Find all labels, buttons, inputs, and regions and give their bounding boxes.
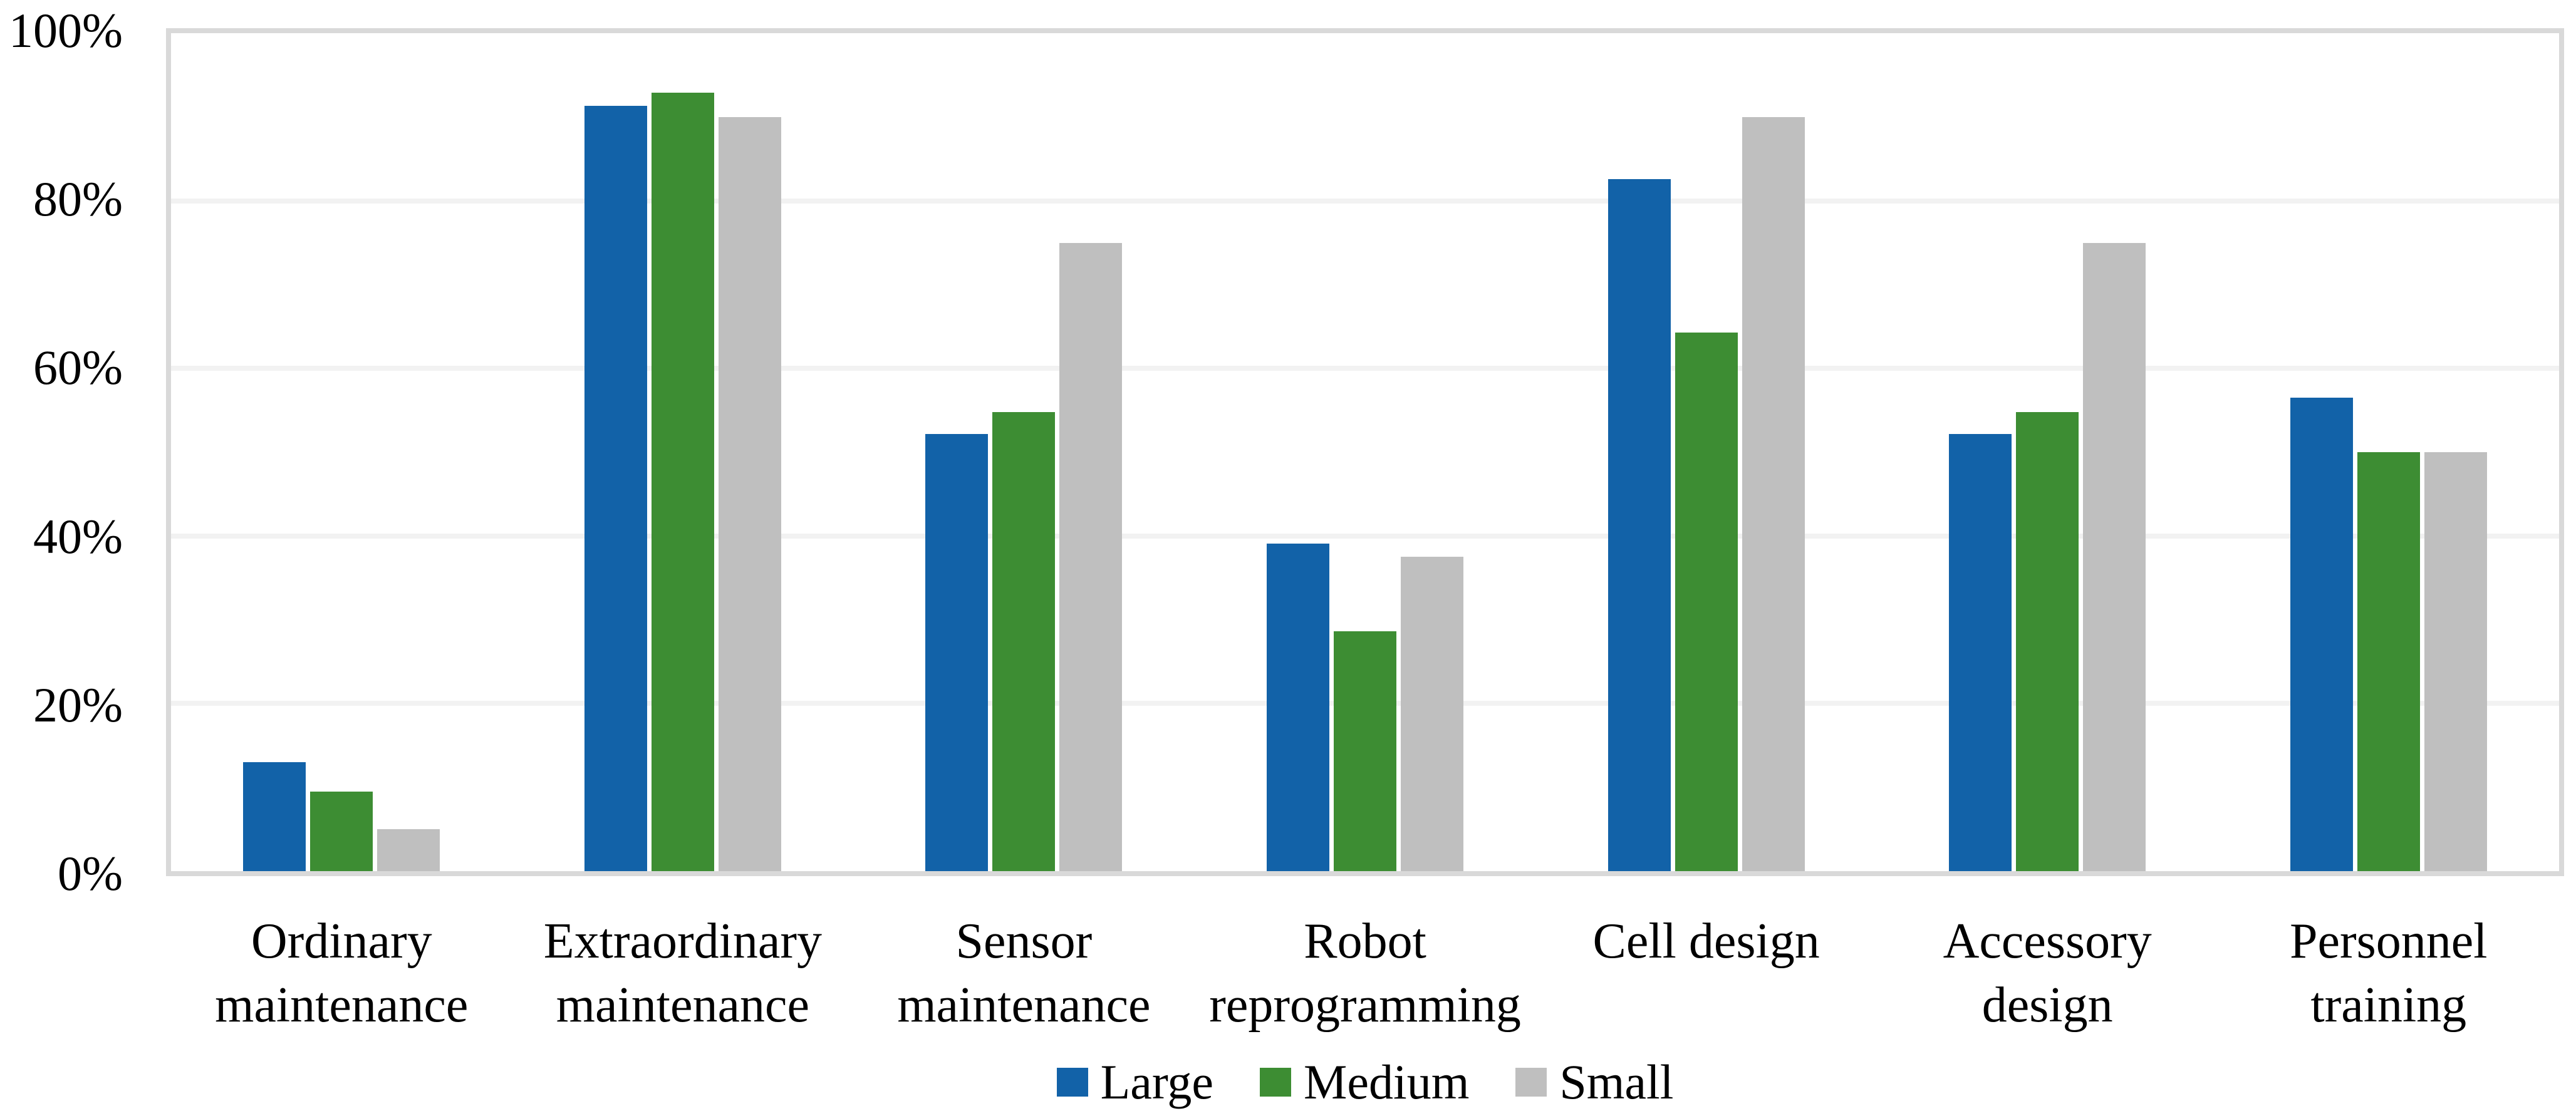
x-axis-category-label: Accessory design	[1943, 914, 2152, 1033]
y-axis-tick-label: 20%	[33, 677, 123, 732]
bar-groups	[171, 33, 2559, 871]
legend-swatch-medium	[1260, 1068, 1292, 1097]
bar-medium-0	[310, 791, 373, 871]
bar-small-1	[718, 116, 781, 871]
bar-medium-3	[1334, 631, 1397, 871]
bar-large-2	[925, 433, 989, 871]
category-group-0	[171, 33, 512, 871]
legend-item-large: Large	[1056, 1055, 1214, 1109]
legend-label: Large	[1100, 1055, 1214, 1109]
bar-medium-4	[1675, 332, 1738, 871]
legend-item-medium: Medium	[1260, 1058, 1469, 1107]
x-axis-category-label: Cell design	[1592, 914, 1820, 969]
bar-small-5	[2083, 242, 2146, 871]
bar-medium-6	[2357, 452, 2420, 871]
y-axis-tick-label: 100%	[9, 3, 123, 58]
y-axis-tick-label: 40%	[33, 509, 123, 564]
bar-large-1	[584, 106, 647, 871]
legend-item-small: Small	[1515, 1058, 1673, 1107]
legend-label: Small	[1559, 1055, 1674, 1109]
bar-small-6	[2424, 452, 2487, 871]
bar-small-0	[377, 829, 440, 871]
bar-large-6	[2290, 398, 2353, 871]
legend: Large Medium Small	[166, 1057, 2564, 1107]
legend-swatch-small	[1515, 1068, 1547, 1097]
bar-small-4	[1742, 116, 1805, 871]
bar-medium-5	[2016, 411, 2079, 871]
x-axis-category-label: Ordinary maintenance	[215, 914, 469, 1033]
category-group-6	[2218, 33, 2559, 871]
legend-label: Medium	[1304, 1055, 1470, 1109]
bar-small-3	[1401, 557, 1464, 871]
bar-small-2	[1059, 242, 1123, 871]
x-axis-category-label: Extraordinary maintenance	[543, 914, 822, 1033]
gridline	[171, 533, 2559, 539]
category-group-5	[1877, 33, 2218, 871]
gridline	[171, 198, 2559, 204]
gridline	[171, 366, 2559, 371]
x-axis-category-label: Sensor maintenance	[897, 914, 1151, 1033]
bar-medium-2	[992, 411, 1056, 871]
category-group-3	[1195, 33, 1536, 871]
bar-medium-1	[651, 93, 714, 871]
bar-large-3	[1267, 543, 1330, 871]
y-axis-tick-label: 60%	[33, 340, 123, 395]
category-group-4	[1535, 33, 1877, 871]
x-axis: Ordinary maintenance Extraordinary mainte…	[171, 909, 2559, 1037]
bar-large-4	[1607, 178, 1671, 871]
bar-large-0	[243, 762, 306, 871]
plot-area	[166, 28, 2564, 876]
x-axis-category-label: Personnel training	[2290, 914, 2488, 1033]
y-axis-tick-label: 0%	[58, 846, 123, 901]
y-axis: 0% 20% 40% 60% 80% 100%	[0, 6, 123, 898]
category-group-2	[853, 33, 1195, 871]
y-axis-tick-label: 80%	[33, 172, 123, 227]
legend-swatch-large	[1056, 1068, 1088, 1097]
bar-large-5	[1949, 433, 2012, 871]
category-group-1	[512, 33, 854, 871]
x-axis-category-label: Robot reprogramming	[1209, 914, 1521, 1033]
